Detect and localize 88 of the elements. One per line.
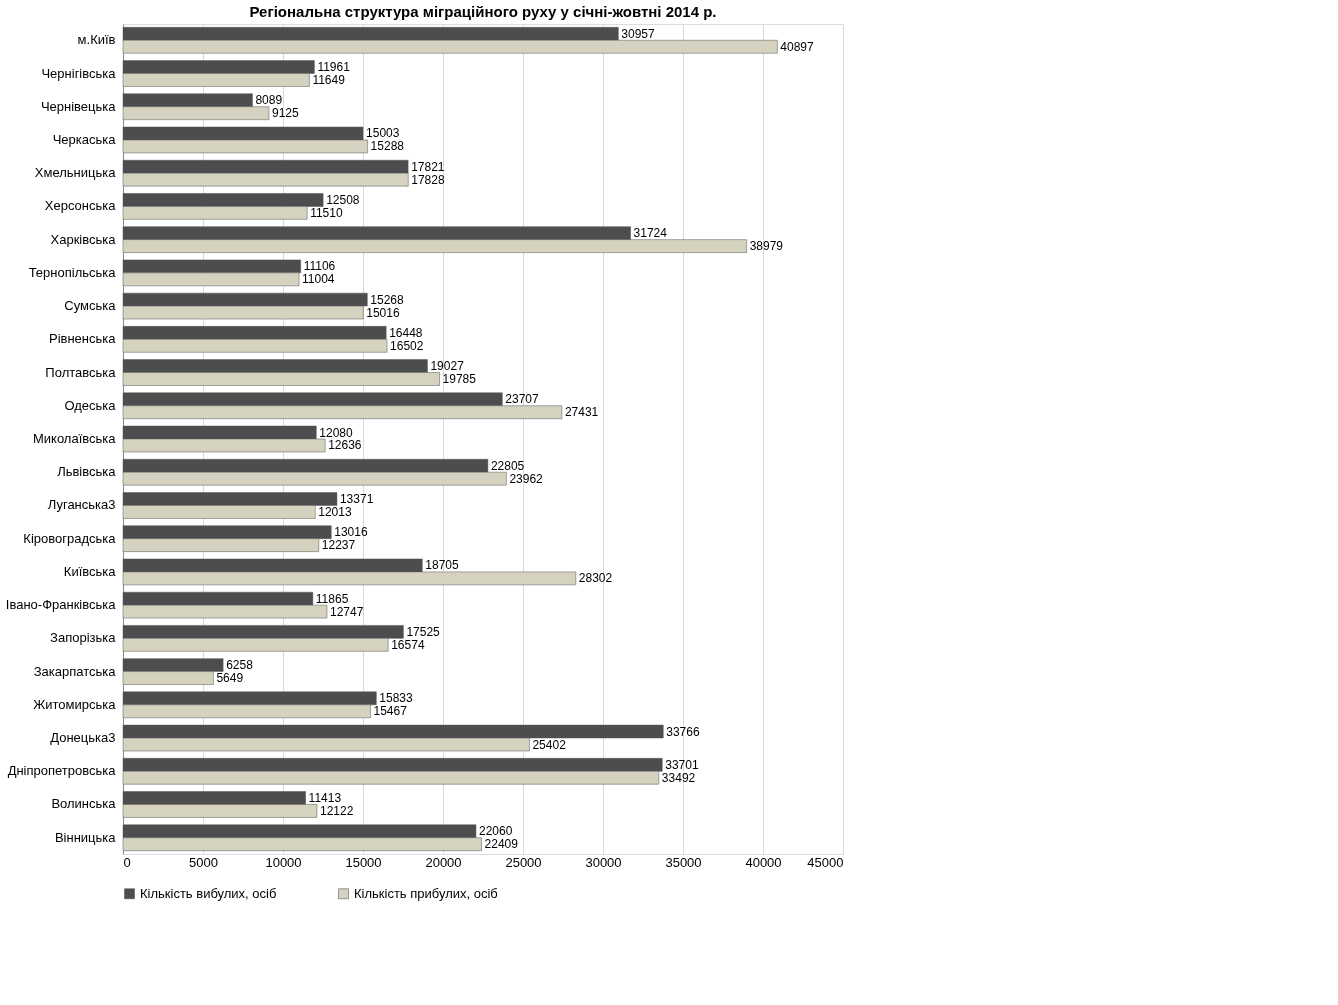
- data-label: 12080: [319, 425, 353, 440]
- data-label: 6258: [226, 658, 254, 673]
- data-label: 17821: [411, 159, 445, 174]
- y-tick-label: Сумська: [64, 298, 117, 314]
- data-label: 17828: [411, 172, 445, 187]
- data-label: 40897: [780, 39, 815, 54]
- y-tick-label: Миколаївська: [32, 431, 117, 446]
- y-tick-label: Вінницька: [54, 829, 117, 845]
- chart-title: Регіональна структура міграційного руху у січні-жовтні 2014 р.: [249, 3, 717, 20]
- y-tick-label: Донецька3: [50, 730, 116, 746]
- x-tick-label: 40000: [745, 854, 782, 870]
- x-tick-label: 45000: [807, 854, 844, 870]
- y-tick-label: Рівненська: [48, 331, 117, 347]
- data-label: 30957: [621, 26, 656, 41]
- data-label: 11961: [317, 60, 351, 75]
- data-label: 13371: [339, 491, 374, 506]
- data-label: 12013: [318, 504, 352, 519]
- y-tick-label: Кіровоградська: [23, 530, 117, 546]
- data-label: 27431: [564, 405, 599, 420]
- y-tick-label: Херсонська: [44, 198, 117, 214]
- data-label: 11865: [315, 591, 349, 606]
- data-label: 23962: [509, 471, 544, 486]
- y-tick-label: Львівська: [57, 464, 117, 480]
- y-tick-label: м.Київ: [77, 32, 116, 48]
- y-tick-label: Чернігівська: [41, 65, 117, 81]
- data-label: 17525: [406, 624, 441, 639]
- data-label: 22409: [484, 837, 519, 852]
- data-label: 28302: [578, 571, 613, 586]
- data-label: 13016: [334, 525, 368, 540]
- y-tick-label: Івано-Франківська: [5, 597, 117, 613]
- data-label: 15016: [366, 305, 400, 320]
- data-label: 12508: [326, 192, 360, 207]
- data-label: 12636: [328, 438, 362, 453]
- y-tick-label: Одеська: [64, 397, 117, 413]
- x-tick-label: 20000: [425, 854, 462, 870]
- data-label: 15288: [370, 139, 405, 154]
- x-tick-label: 0: [123, 854, 131, 870]
- data-label: 15467: [373, 704, 408, 719]
- data-label: 12122: [319, 803, 354, 818]
- y-tick-label: Полтавська: [45, 364, 117, 380]
- y-tick-label: Волинська: [51, 796, 117, 812]
- data-label: 25402: [532, 737, 567, 752]
- x-tick-label: 25000: [505, 854, 542, 870]
- data-label: 9125: [272, 106, 300, 121]
- y-tick-label: Запорізька: [50, 630, 117, 646]
- data-label: 15833: [379, 691, 414, 706]
- data-label: 16448: [389, 325, 423, 340]
- y-tick-label: Харківська: [50, 231, 117, 247]
- x-tick-label: 10000: [265, 854, 302, 870]
- y-tick-label: Житомирська: [33, 696, 117, 712]
- data-label: 33492: [661, 770, 696, 785]
- data-label: 11004: [302, 272, 335, 287]
- data-label: 22805: [490, 458, 525, 473]
- x-tick-label: 30000: [585, 854, 622, 870]
- x-tick-label: 15000: [345, 854, 382, 870]
- data-label: 11510: [310, 205, 343, 220]
- data-label: 19027: [430, 359, 465, 374]
- data-label: 15003: [366, 126, 400, 141]
- data-label: 12747: [329, 604, 364, 619]
- y-tick-label: Тернопільська: [28, 264, 117, 280]
- data-label: 33766: [666, 724, 700, 739]
- y-tick-label: Київська: [63, 563, 117, 579]
- data-label: 38979: [749, 239, 784, 254]
- data-label: 8089: [255, 93, 283, 108]
- y-tick-label: Дніпропетровська: [7, 763, 117, 779]
- data-label: 16574: [391, 637, 425, 652]
- y-tick-label: Чернівецька: [40, 98, 117, 114]
- y-tick-label: Закарпатська: [33, 663, 117, 679]
- data-label: 18705: [425, 558, 459, 573]
- data-label: 31724: [633, 226, 668, 241]
- data-label: 33701: [665, 757, 699, 772]
- legend-label: Кількість вибулих, осіб: [140, 885, 277, 901]
- x-tick-label: 35000: [665, 854, 702, 870]
- data-label: 23707: [505, 392, 540, 407]
- data-label: 19785: [442, 372, 477, 387]
- data-label: 15268: [370, 292, 404, 307]
- data-label: 12237: [321, 538, 356, 553]
- data-label: 5649: [216, 671, 244, 686]
- data-label: 16502: [390, 338, 424, 353]
- data-label: 11649: [312, 72, 346, 87]
- data-label: 11413: [308, 791, 342, 806]
- data-label: 22060: [478, 824, 513, 839]
- y-tick-label: Луганська3: [47, 497, 116, 513]
- x-tick-label: 5000: [189, 854, 218, 870]
- data-label: 11106: [303, 259, 336, 274]
- y-tick-label: Хмельницька: [34, 165, 117, 181]
- y-tick-label: Черкаська: [52, 131, 117, 147]
- legend-label: Кількість прибулих, осіб: [354, 885, 498, 901]
